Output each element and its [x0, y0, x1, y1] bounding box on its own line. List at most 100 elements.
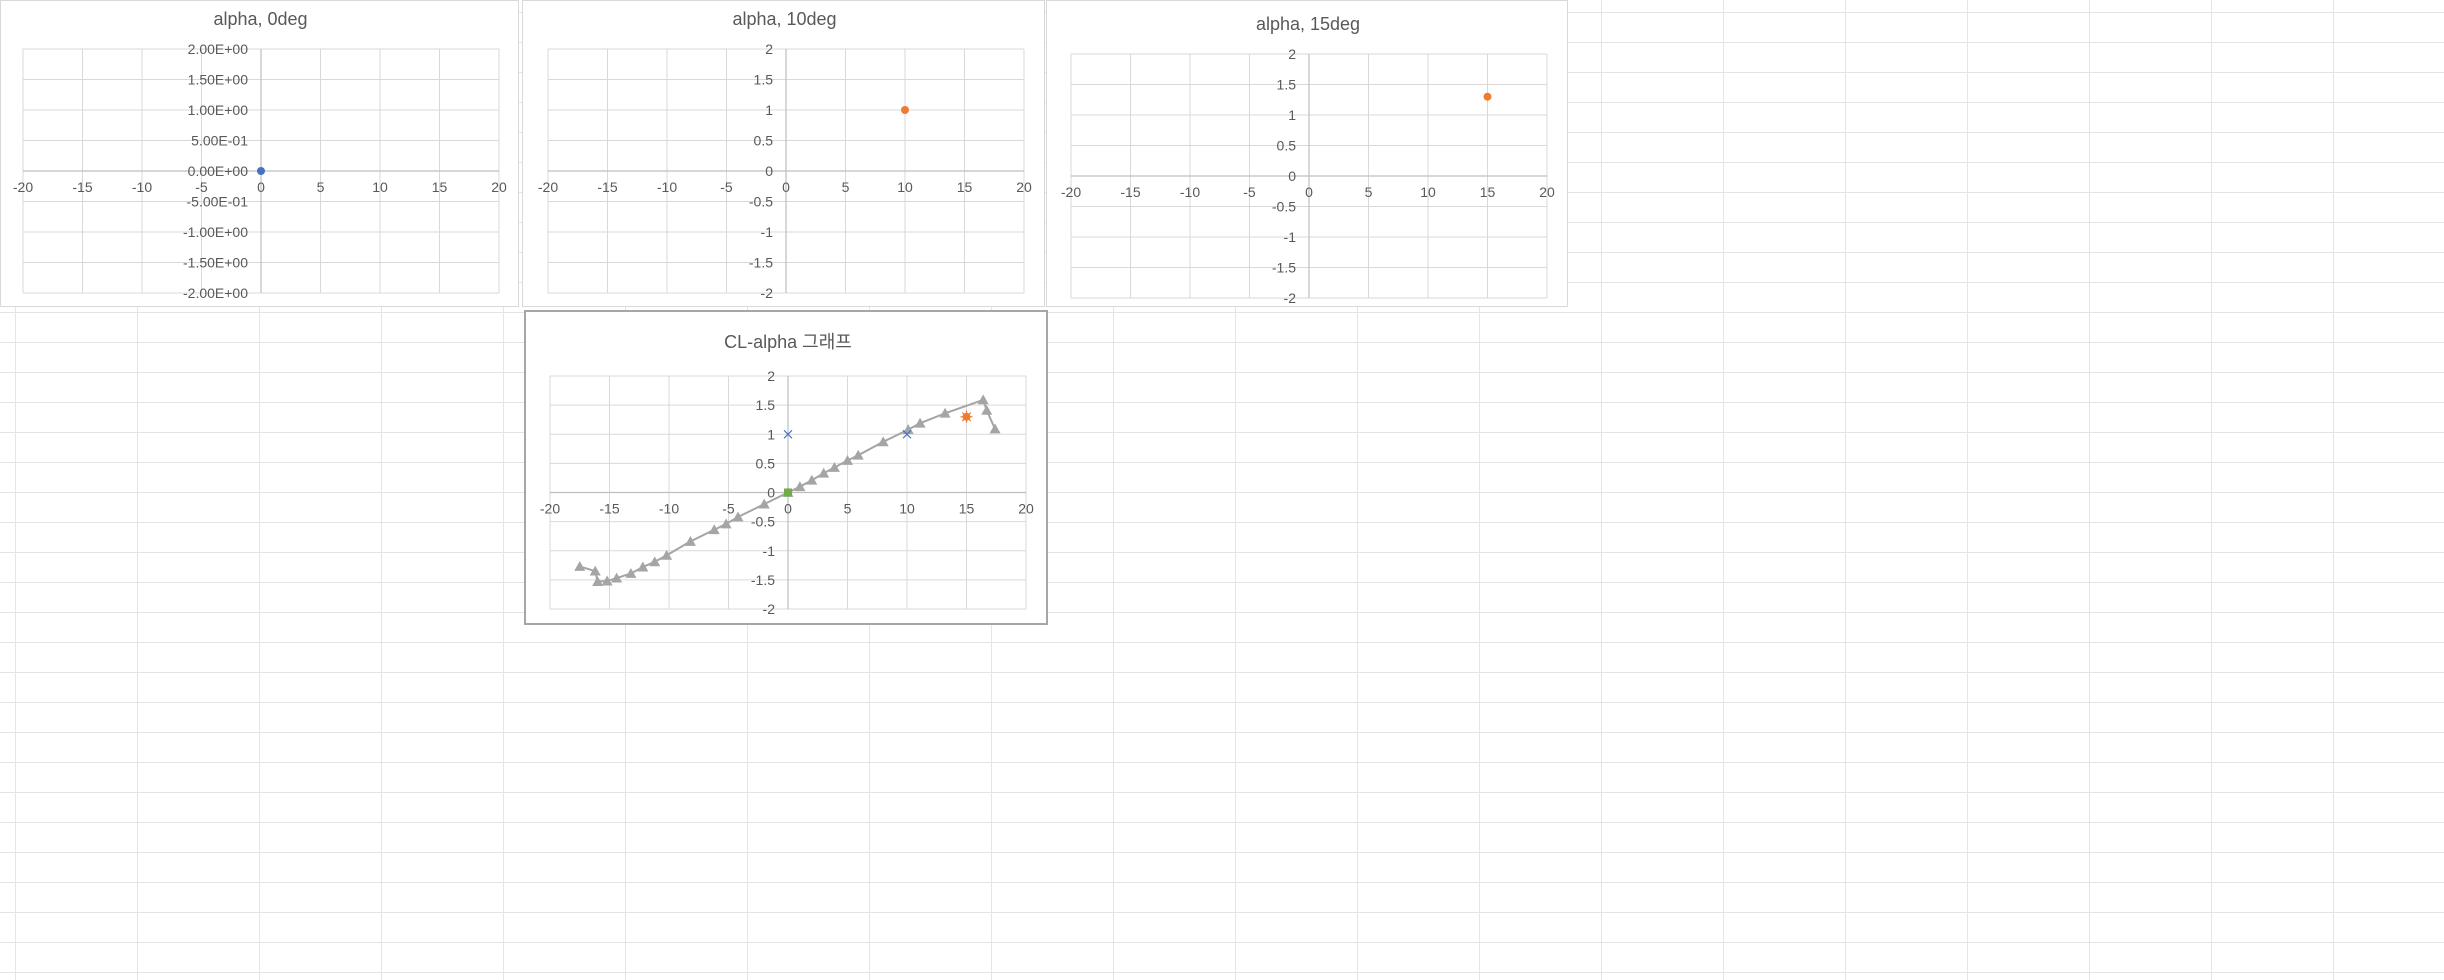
data-point — [877, 436, 889, 447]
y-tick-label: -1 — [763, 543, 776, 559]
y-tick-label: -1.5 — [749, 255, 773, 271]
x-tick-label: -15 — [599, 501, 619, 517]
x-tick-label: 5 — [317, 179, 325, 195]
x-tick-label: 5 — [842, 179, 850, 195]
y-tick-label: 0 — [767, 485, 775, 501]
x-tick-label: 0 — [1305, 184, 1313, 200]
data-point — [625, 567, 637, 578]
data-point — [661, 549, 673, 560]
data-point — [828, 461, 840, 472]
chart-alpha-15deg[interactable]: alpha, 15deg -20 -15 -10 -5 0 5 10 15 20 -2 -1.5 -1-… — [1046, 0, 1568, 307]
data-point — [818, 467, 830, 478]
data-point — [758, 498, 770, 509]
data-point — [914, 417, 926, 428]
x-tick-label: -5 — [1243, 184, 1256, 200]
x-tick-label: 15 — [1480, 184, 1496, 200]
data-point — [902, 424, 914, 434]
y-tick-label: 0 — [765, 163, 773, 179]
x-tick-label: 5 — [844, 501, 852, 517]
y-tick-label: 0.5 — [756, 455, 776, 471]
x-tick-label: 20 — [491, 179, 507, 195]
x-tick-label: 20 — [1539, 184, 1555, 200]
chart-title: alpha, 15deg — [1256, 14, 1360, 34]
x-tick-label: 15 — [432, 179, 448, 195]
data-point — [257, 167, 265, 175]
y-tick-label: 0 — [1288, 168, 1296, 184]
x-tick-label: -5 — [195, 179, 208, 195]
y-tick-label: 1.5 — [1277, 77, 1297, 93]
x-tick-label: -5 — [720, 179, 733, 195]
series-line — [579, 398, 996, 583]
x-tick-label: 0 — [782, 179, 790, 195]
x-tick-label: 5 — [1365, 184, 1373, 200]
y-tick-label: 0.5 — [754, 133, 774, 149]
data-point — [611, 572, 623, 583]
data-point — [783, 429, 793, 439]
x-tick-label: -15 — [1120, 184, 1140, 200]
data-point — [592, 576, 604, 587]
y-tick-label: -1 — [761, 224, 774, 240]
x-tick-label: -10 — [659, 501, 679, 517]
y-tick-label: -2 — [1284, 290, 1297, 306]
x-tick-label: 10 — [899, 501, 915, 517]
data-point — [784, 488, 792, 497]
data-point — [637, 561, 649, 572]
x-tick-label: -5 — [722, 501, 735, 517]
x-tick-label: 15 — [957, 179, 973, 195]
y-tick-label: -0.5 — [751, 514, 775, 530]
y-tick-label: -0.5 — [749, 194, 773, 210]
x-tick-label: 20 — [1016, 179, 1032, 195]
y-tick-label: -1.50E+00 — [183, 255, 248, 271]
chart-alpha-0deg[interactable]: alpha, 0deg -20 -15 -10 -5 0 5 10 15 20 -2.00E+00 -… — [0, 0, 519, 307]
data-point — [981, 404, 993, 415]
y-tick-label: -5.00E-01 — [187, 194, 249, 210]
data-point — [732, 511, 744, 522]
x-tick-label: -20 — [540, 501, 560, 517]
y-tick-label: 0.5 — [1277, 138, 1297, 154]
data-point — [842, 454, 853, 465]
x-tick-label: -20 — [13, 179, 33, 195]
data-point — [794, 481, 806, 492]
x-tick-label: 10 — [372, 179, 388, 195]
data-point — [649, 556, 661, 567]
data-point — [574, 560, 586, 571]
y-tick-label: 2 — [765, 41, 773, 57]
y-tick-label: 1.00E+00 — [188, 102, 249, 118]
y-tick-label: 2.00E+00 — [188, 41, 249, 57]
y-tick-label: 2 — [767, 368, 775, 384]
chart-svg: alpha, 15deg-20 -15 -10 -5 0 5 10 15 20-2-1.5-1-… — [1061, 14, 1555, 306]
data-point — [589, 565, 601, 576]
x-tick-label: 10 — [1420, 184, 1436, 200]
data-point — [989, 423, 1001, 434]
data-point — [601, 575, 613, 586]
y-tick-label: 1.5 — [754, 72, 774, 88]
x-tick-label: 15 — [959, 501, 975, 517]
x-tick-label: -20 — [1061, 184, 1081, 200]
y-tick-label: -1 — [1284, 229, 1297, 245]
data-point — [684, 535, 696, 546]
chart-alpha-10deg[interactable]: alpha, 10deg -20 -15 -10 -5 0 5 10 15 20 -2 -1.5 -1-… — [522, 0, 1045, 307]
x-tick-label: 10 — [897, 179, 913, 195]
y-tick-label: 5.00E-01 — [191, 133, 248, 149]
chart-cl-alpha[interactable]: CL-alpha 그래프 -20 -15 -10 -5 0 5 10 15 20 -2 -1.5 -1-… — [524, 310, 1048, 625]
chart-svg: alpha, 10deg-20 -15 -10 -5 0 5 10 15 20-2-1.5-1-… — [538, 9, 1032, 301]
y-tick-label: -2 — [761, 285, 774, 301]
x-tick-label: -10 — [132, 179, 152, 195]
y-tick-label: 2 — [1288, 46, 1296, 62]
x-tick-label: 0 — [257, 179, 265, 195]
y-tick-label: -1.00E+00 — [183, 224, 248, 240]
data-point — [962, 412, 971, 421]
y-tick-label: 1 — [765, 102, 773, 118]
x-tick-label: -15 — [72, 179, 92, 195]
data-point — [902, 429, 912, 439]
data-point — [852, 449, 864, 460]
y-tick-label: -1.5 — [751, 572, 775, 588]
data-point — [708, 524, 720, 535]
x-tick-label: -10 — [657, 179, 677, 195]
y-tick-label: 1 — [1288, 107, 1296, 123]
x-tick-label: -10 — [1180, 184, 1200, 200]
y-tick-label: 1.50E+00 — [188, 72, 249, 88]
data-point — [806, 474, 818, 485]
chart-title: alpha, 0deg — [213, 9, 307, 29]
x-tick-label: 0 — [784, 501, 792, 517]
